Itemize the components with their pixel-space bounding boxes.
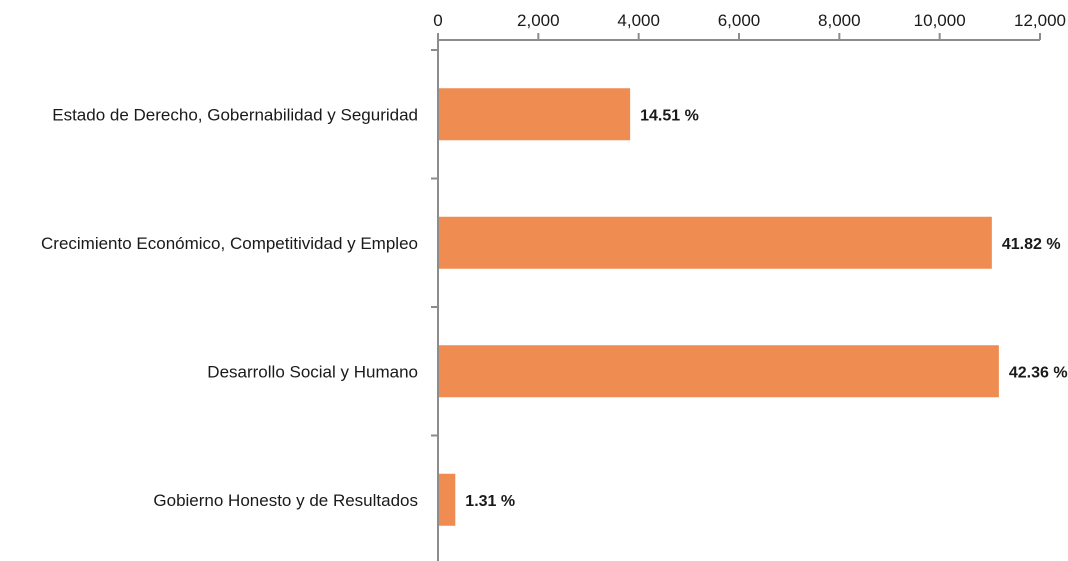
data-label: 41.82 %: [1002, 236, 1061, 253]
data-label: 1.31 %: [465, 493, 515, 510]
category-label: Desarrollo Social y Humano: [207, 362, 418, 381]
data-labels: 14.51 % 41.82 % 42.36 % 1.31 %: [465, 107, 1067, 510]
bar: [439, 345, 999, 398]
y-axis: [431, 40, 439, 561]
x-tick-label: 6,000: [718, 11, 761, 30]
x-tick-label: 10,000: [914, 11, 966, 30]
bar: [439, 216, 992, 269]
category-label: Gobierno Honesto y de Resultados: [153, 491, 418, 510]
x-tick-label: 8,000: [818, 11, 861, 30]
data-label: 42.36 %: [1009, 364, 1068, 381]
x-tick-label: 4,000: [617, 11, 660, 30]
bar: [439, 473, 456, 526]
category-label: Estado de Derecho, Gobernabilidad y Segu…: [52, 105, 418, 124]
x-tick-label: 12,000: [1014, 11, 1066, 30]
bar: [439, 88, 631, 141]
x-tick-label: 2,000: [517, 11, 560, 30]
data-label: 14.51 %: [640, 107, 699, 124]
x-axis: 0 2,000 4,000 6,000 8,000 10,000 12,000: [433, 11, 1066, 41]
x-tick-label: 0: [433, 11, 442, 30]
category-label: Crecimiento Económico, Competitividad y …: [41, 234, 418, 253]
category-labels: Estado de Derecho, Gobernabilidad y Segu…: [41, 105, 418, 510]
bars: [439, 88, 999, 526]
